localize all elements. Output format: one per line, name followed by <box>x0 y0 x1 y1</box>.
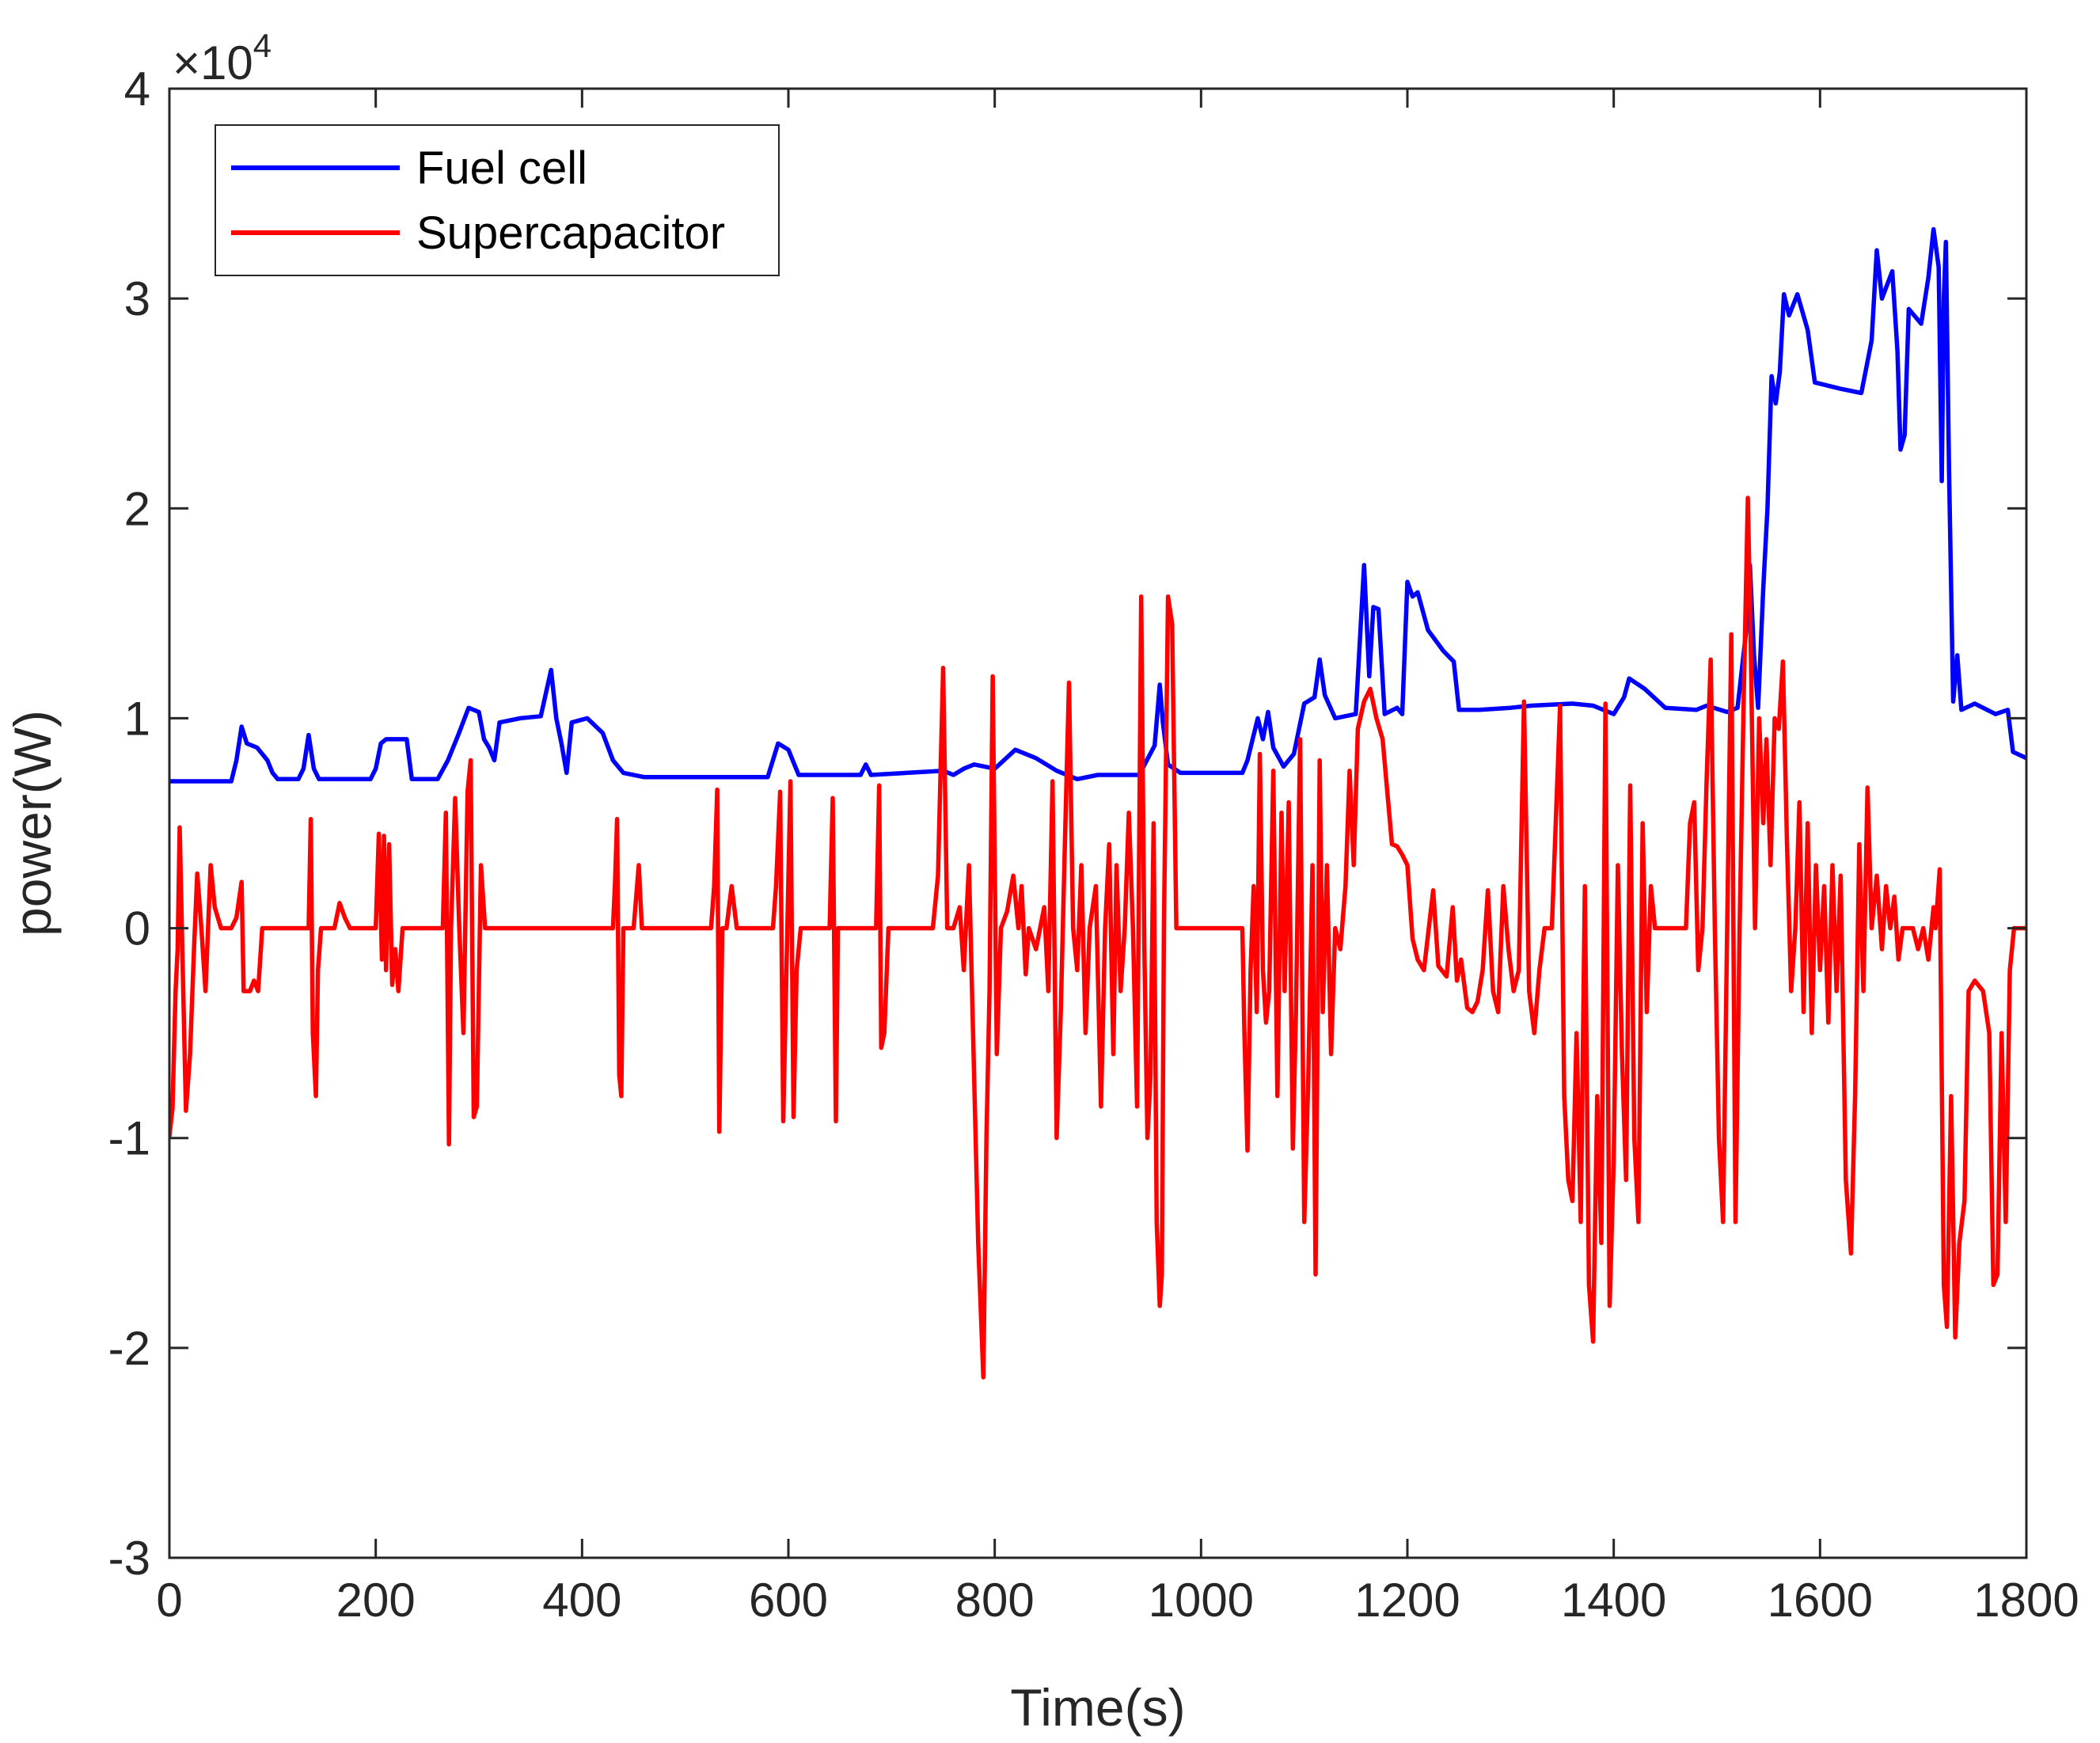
x-tick-label-1800: 1800 <box>1973 1574 2079 1627</box>
x-tick-label-600: 600 <box>749 1574 828 1627</box>
y-tick-label-2: 2 <box>124 482 150 535</box>
y-tick-label-0: 0 <box>124 902 150 955</box>
plot-frame <box>168 87 2028 1559</box>
legend: Fuel cell Supercapacitor <box>215 124 780 276</box>
y-tick-label-4: 4 <box>124 63 150 116</box>
series-line-supercapacitor <box>169 496 2026 1380</box>
x-tick-label-1000: 1000 <box>1149 1574 1254 1627</box>
x-axis-ticks: 0 200 400 600 800 1000 1200 1400 1600 1800 <box>156 89 2079 1627</box>
y-exponent-base: ×10 <box>173 36 253 89</box>
y-exponent-power: 4 <box>253 27 272 64</box>
x-tick-label-200: 200 <box>336 1574 416 1627</box>
y-tick-label-1: 1 <box>124 692 150 745</box>
x-tick-label-0: 0 <box>156 1574 182 1627</box>
y-axis-ticks: -3 -2 -1 0 1 2 3 4 <box>108 63 2026 1585</box>
legend-box <box>215 124 780 276</box>
legend-label-fuel-cell: Fuel cell <box>416 142 587 194</box>
x-axis-title: Time(s) <box>1010 1678 1185 1737</box>
x-tick-label-1600: 1600 <box>1768 1574 1873 1627</box>
x-tick-label-800: 800 <box>955 1574 1035 1627</box>
x-tick-label-400: 400 <box>542 1574 621 1627</box>
series-line-fuel-cell <box>169 226 2026 784</box>
y-axis-exponent: ×104 <box>173 27 272 89</box>
plot-area <box>169 89 2026 1558</box>
x-tick-label-1400: 1400 <box>1561 1574 1666 1627</box>
y-axis-title: power(W) <box>3 710 62 936</box>
y-tick-label-3: 3 <box>124 272 150 325</box>
legend-label-supercapacitor: Supercapacitor <box>416 207 725 259</box>
y-tick-label--1: -1 <box>108 1112 150 1165</box>
y-tick-label--2: -2 <box>108 1322 150 1375</box>
series-layer <box>169 226 2026 1380</box>
x-tick-label-1200: 1200 <box>1354 1574 1460 1627</box>
y-tick-label--3: -3 <box>108 1532 150 1585</box>
